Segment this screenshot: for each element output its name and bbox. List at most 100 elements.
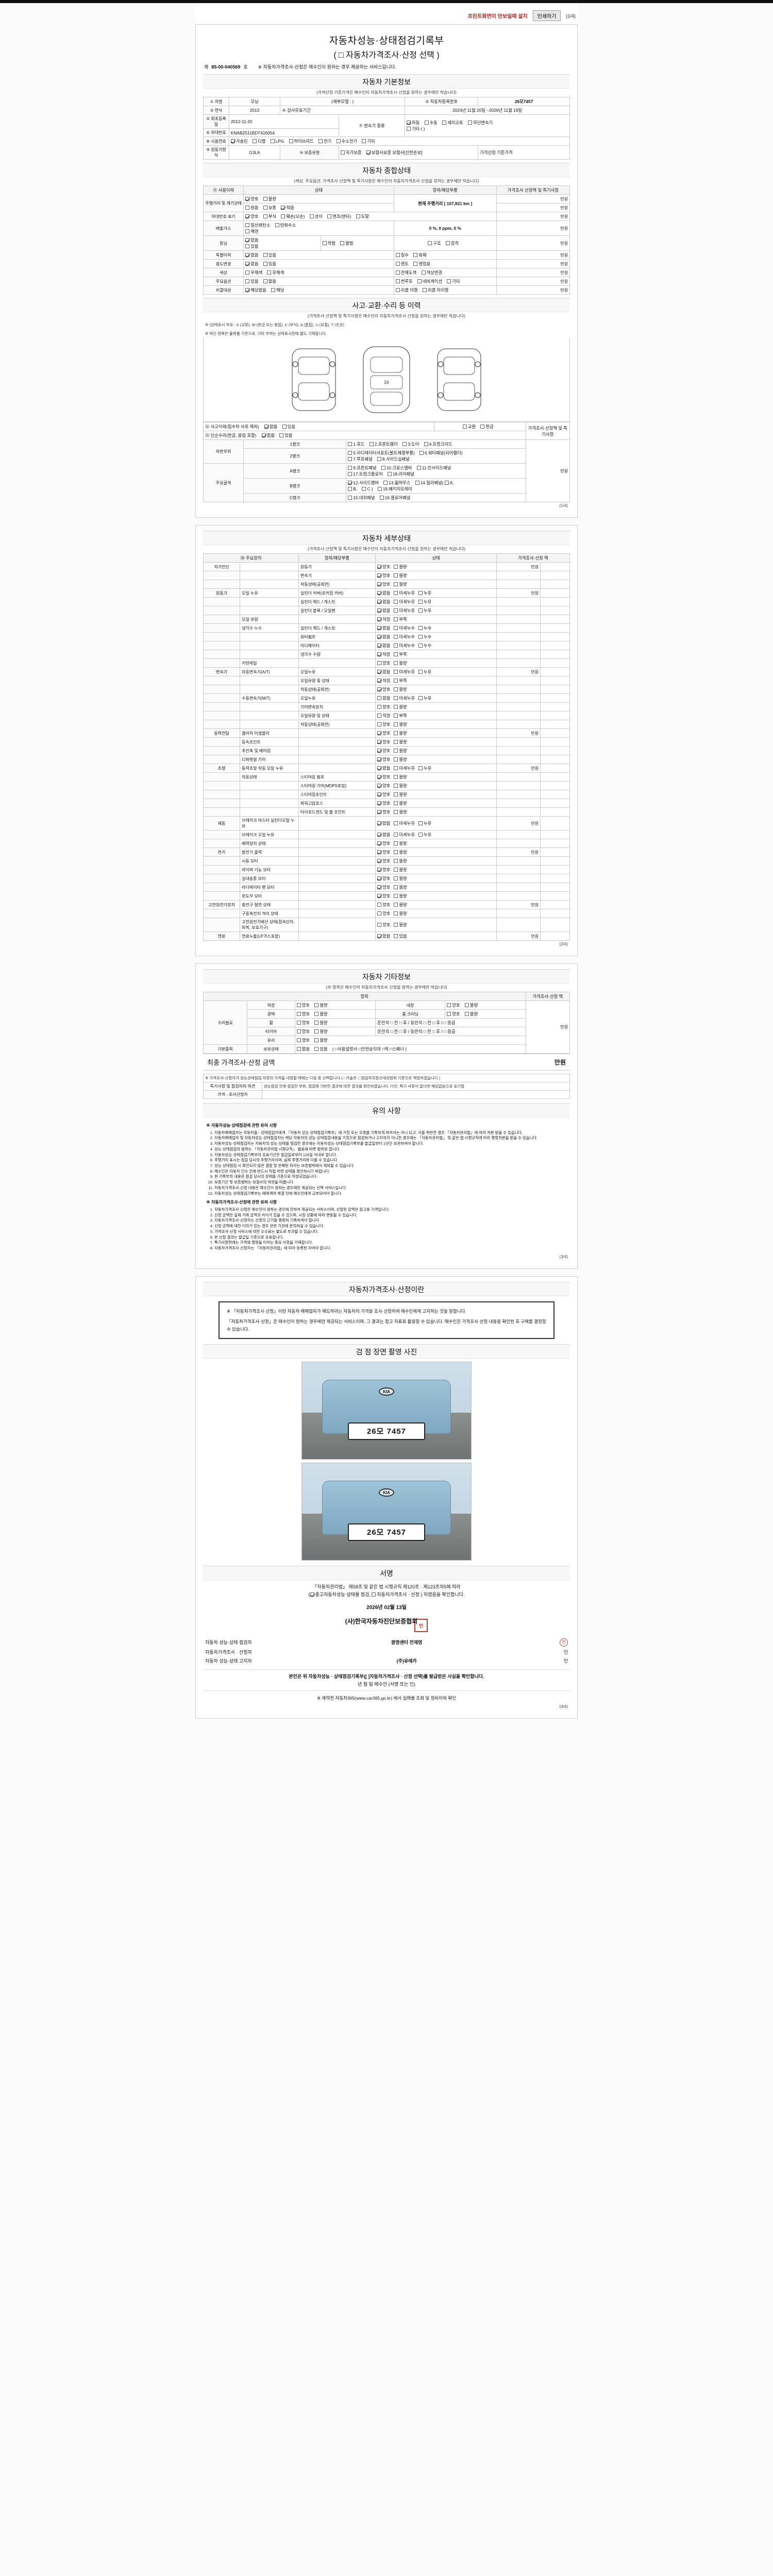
opt-누수[interactable]: 누수 bbox=[418, 634, 431, 640]
checkbox-icon[interactable] bbox=[394, 903, 398, 907]
opt-colorchange[interactable]: 색상변경 bbox=[421, 269, 442, 276]
opt-illegal[interactable]: 불법 bbox=[340, 240, 353, 246]
opt-few[interactable]: 적음 bbox=[281, 205, 294, 211]
checkbox-icon[interactable] bbox=[377, 876, 382, 880]
checkbox-icon[interactable] bbox=[395, 262, 400, 266]
checkbox-icon[interactable] bbox=[377, 687, 382, 691]
opt-양호[interactable]: 양호 bbox=[377, 730, 390, 736]
opt-fullpaint[interactable]: 전체도색 bbox=[395, 269, 416, 276]
checkbox-icon[interactable] bbox=[422, 288, 427, 292]
opt-미세누수[interactable]: 미세누수 bbox=[394, 625, 415, 631]
opt-불량[interactable]: 불량 bbox=[394, 884, 407, 890]
opt-불량[interactable]: 불량 bbox=[394, 910, 407, 917]
checkbox-icon[interactable] bbox=[356, 214, 360, 218]
opt-미세누수[interactable]: 미세누수 bbox=[394, 634, 415, 640]
checkbox-icon[interactable] bbox=[468, 121, 473, 125]
checkbox-icon[interactable] bbox=[336, 139, 341, 143]
checkbox-icon[interactable] bbox=[394, 775, 398, 779]
opt-package-tray[interactable]: 19.패키지트레이 bbox=[377, 486, 412, 492]
opt-none[interactable]: 없음 bbox=[263, 278, 276, 284]
opt-불량[interactable]: 불량 bbox=[394, 774, 407, 780]
checkbox-icon[interactable] bbox=[445, 241, 450, 245]
checkbox-icon[interactable] bbox=[394, 923, 398, 927]
checkbox-icon[interactable] bbox=[318, 139, 323, 143]
checkbox-icon[interactable] bbox=[407, 121, 411, 125]
checkbox-icon[interactable] bbox=[416, 466, 421, 470]
checkbox-icon[interactable] bbox=[394, 635, 398, 639]
checkbox-icon[interactable] bbox=[394, 687, 398, 691]
checkbox-icon[interactable] bbox=[245, 262, 250, 266]
opt-불량[interactable]: 불량 bbox=[394, 867, 407, 873]
opt-achromatic[interactable]: 무채색 bbox=[245, 269, 262, 276]
opt-불량[interactable]: 불량 bbox=[394, 840, 407, 846]
checkbox-icon[interactable] bbox=[428, 241, 432, 245]
checkbox-icon[interactable] bbox=[245, 229, 250, 233]
checkbox-icon[interactable] bbox=[418, 626, 423, 630]
checkbox-icon[interactable] bbox=[263, 253, 267, 257]
checkbox-icon[interactable] bbox=[348, 457, 352, 461]
opt-양호[interactable]: 양호 bbox=[377, 748, 390, 754]
opt-rear-panel[interactable]: 18.리어패널 bbox=[387, 471, 414, 477]
checkbox-icon[interactable] bbox=[394, 749, 398, 753]
checkbox-icon[interactable] bbox=[377, 868, 382, 872]
opt-exists[interactable]: 있음 bbox=[245, 278, 258, 284]
checkbox-icon[interactable] bbox=[296, 1038, 301, 1042]
opt-양호[interactable]: 양호 bbox=[377, 840, 390, 846]
opt-floor-panel[interactable]: 16.플로어패널 bbox=[379, 495, 410, 501]
opt-none[interactable]: 없음 bbox=[245, 252, 258, 258]
checkbox-icon[interactable] bbox=[309, 214, 314, 218]
checkbox-icon[interactable] bbox=[394, 705, 398, 709]
checkbox-icon[interactable] bbox=[394, 661, 398, 665]
opt-양호[interactable]: 양호 bbox=[377, 858, 390, 864]
opt-양호[interactable]: 양호 bbox=[377, 791, 390, 798]
checkbox-icon[interactable] bbox=[417, 279, 422, 283]
opt-불량[interactable]: 불량 bbox=[394, 686, 407, 692]
opt-미세누유[interactable]: 미세누유 bbox=[394, 765, 415, 771]
checkbox-icon[interactable] bbox=[245, 270, 250, 275]
checkbox-icon[interactable] bbox=[418, 608, 423, 613]
checkbox-icon[interactable] bbox=[377, 608, 382, 613]
checkbox-icon[interactable] bbox=[394, 696, 398, 700]
opt-good[interactable]: 양호 bbox=[296, 1011, 310, 1017]
checkbox-icon[interactable] bbox=[447, 1012, 451, 1016]
opt-불량[interactable]: 불량 bbox=[394, 572, 407, 579]
checkbox-icon[interactable] bbox=[245, 206, 250, 210]
opt-pillar-c[interactable]: C ) bbox=[362, 486, 373, 492]
opt-device[interactable]: 장치 bbox=[445, 240, 459, 246]
checkbox-icon[interactable] bbox=[245, 244, 250, 248]
checkbox-icon[interactable] bbox=[395, 270, 400, 275]
opt-양호[interactable]: 양호 bbox=[377, 800, 390, 806]
checkbox-icon[interactable] bbox=[377, 679, 382, 683]
opt-양호[interactable]: 양호 bbox=[377, 893, 390, 899]
opt-없음[interactable]: 없음 bbox=[377, 607, 390, 614]
opt-many[interactable]: 많음 bbox=[245, 205, 258, 211]
opt-누수[interactable]: 누수 bbox=[418, 625, 431, 631]
opt-없음[interactable]: 없음 bbox=[377, 625, 390, 631]
checkbox-icon[interactable] bbox=[327, 214, 332, 218]
checkbox-icon[interactable] bbox=[394, 722, 398, 726]
opt-양호[interactable]: 양호 bbox=[377, 704, 390, 710]
opt-양호[interactable]: 양호 bbox=[377, 783, 390, 789]
checkbox-icon[interactable] bbox=[377, 784, 382, 788]
opt-양호[interactable]: 양호 bbox=[377, 739, 390, 745]
photo-rear[interactable]: KIA 26모 7457 bbox=[301, 1463, 472, 1561]
checkbox-icon[interactable] bbox=[377, 565, 382, 569]
opt-hc[interactable]: 탄화수소 bbox=[275, 222, 296, 228]
checkbox-icon[interactable] bbox=[377, 885, 382, 889]
checkbox-icon[interactable] bbox=[394, 850, 398, 854]
fuel-opt-lpg[interactable]: LPG bbox=[270, 139, 284, 144]
checkbox-icon[interactable] bbox=[362, 139, 366, 143]
opt-양호[interactable]: 양호 bbox=[377, 875, 390, 882]
opt-bad[interactable]: 불량 bbox=[464, 1002, 478, 1008]
checkbox-icon[interactable] bbox=[394, 626, 398, 630]
checkbox-icon[interactable] bbox=[377, 801, 382, 805]
checkbox-icon[interactable] bbox=[314, 1029, 319, 1033]
checkbox-icon[interactable] bbox=[377, 775, 382, 779]
checkbox-icon[interactable] bbox=[314, 1012, 319, 1016]
checkbox-icon[interactable] bbox=[267, 270, 272, 275]
checkbox-icon[interactable] bbox=[394, 652, 398, 656]
checkbox-icon[interactable] bbox=[348, 496, 352, 500]
checkbox-icon[interactable] bbox=[377, 617, 382, 621]
checkbox-icon[interactable] bbox=[381, 466, 385, 470]
opt-미세누유[interactable]: 미세누유 bbox=[394, 599, 415, 605]
